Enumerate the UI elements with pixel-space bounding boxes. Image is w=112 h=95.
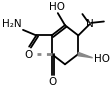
Text: O: O	[24, 50, 32, 60]
Polygon shape	[78, 52, 93, 58]
Text: H₂N: H₂N	[2, 19, 22, 29]
Text: O: O	[49, 77, 57, 87]
Text: HO: HO	[49, 2, 65, 12]
Text: HO: HO	[94, 54, 110, 64]
Text: N: N	[86, 19, 93, 29]
